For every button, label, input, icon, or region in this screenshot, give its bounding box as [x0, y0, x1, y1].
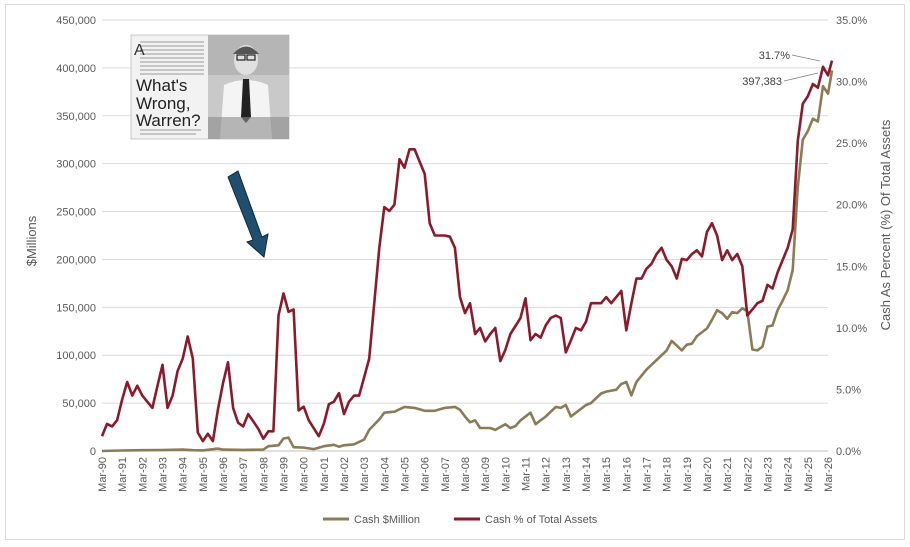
x-tick-label: Mar-21	[722, 457, 734, 492]
x-tick-label: Mar-14	[581, 457, 593, 492]
x-tick-label: Mar-99	[279, 457, 291, 492]
y2-tick-label: 30.0%	[836, 77, 867, 89]
x-tick-label: Mar-19	[682, 457, 694, 492]
annotation-cash: 397,383	[742, 72, 819, 88]
arrow-icon	[227, 170, 269, 258]
inset-magazine-image: A What's Wrong, Warren?	[130, 34, 290, 140]
y-tick-label: 50,000	[62, 398, 96, 410]
series-group	[100, 60, 834, 453]
series-line-cash	[101, 70, 834, 453]
chart-svg: 0 50,000 100,000 150,000 200,000 250,000 300,0…	[24, 15, 893, 526]
x-tick-label: Mar-15	[601, 457, 613, 492]
y-tick-label: 250,000	[56, 207, 96, 219]
y2-tick-label: 25.0%	[836, 138, 867, 150]
x-tick-label: Mar-07	[440, 457, 452, 492]
x-tick-label: Mar-16	[621, 457, 633, 492]
y2-tick-label: 20.0%	[836, 200, 867, 212]
series-line-pct	[100, 60, 834, 443]
y-tick-label: 150,000	[56, 302, 96, 314]
x-tick-label: Mar-05	[400, 457, 412, 492]
x-tick-label: Mar-91	[117, 457, 129, 492]
x-tick-label: Mar-18	[662, 457, 674, 492]
y2-tick-label: 5.0%	[836, 384, 861, 396]
x-tick-label: Mar-94	[178, 457, 190, 492]
y-tick-label: 350,000	[56, 111, 96, 123]
x-tick-label: Mar-12	[541, 457, 553, 492]
x-axis: Mar-90 Mar-91 Mar-92 Mar-93 Mar-94 Mar-95 Mar-…	[97, 457, 835, 492]
x-tick-label: Mar-00	[299, 457, 311, 492]
x-tick-label: Mar-22	[742, 457, 754, 492]
magazine-headline: What's Wrong, Warren?	[136, 76, 201, 130]
y-tick-label: 100,000	[56, 350, 96, 362]
magazine-text-lines	[140, 41, 204, 135]
x-tick-label: Mar-17	[642, 457, 654, 492]
y-axis-title: $Millions	[24, 215, 39, 266]
y-tick-label: 200,000	[56, 254, 96, 266]
y2-tick-label: 0.0%	[836, 446, 861, 458]
y-tick-label: 450,000	[56, 15, 96, 27]
portrait-photo	[208, 35, 289, 139]
x-tick-label: Mar-24	[783, 457, 795, 492]
x-tick-label: Mar-10	[500, 457, 512, 492]
x-tick-label: Mar-08	[460, 457, 472, 492]
chart-frame: 0 50,000 100,000 150,000 200,000 250,000 300,0…	[5, 4, 905, 540]
annotation-pct: 31.7%	[759, 50, 821, 62]
legend: Cash $Million Cash % of Total Assets	[323, 514, 598, 526]
x-tick-label: Mar-20	[702, 457, 714, 492]
y2-tick-label: 35.0%	[836, 15, 867, 27]
x-tick-label: Mar-03	[359, 457, 371, 492]
x-tick-label: Mar-93	[158, 457, 170, 492]
y-axis-left: 0 50,000 100,000 150,000 200,000 250,000 300,0…	[56, 15, 96, 458]
x-tick-label: Mar-90	[97, 457, 109, 492]
legend-label-cash: Cash $Million	[354, 514, 420, 526]
y-axis-right: 0.0% 5.0% 10.0% 15.0% 20.0% 25.0% 30.0% 35.0%	[836, 15, 867, 458]
x-tick-label: Mar-01	[319, 457, 331, 492]
y2-tick-label: 15.0%	[836, 261, 867, 273]
legend-label-pct: Cash % of Total Assets	[485, 514, 598, 526]
y2-tick-label: 10.0%	[836, 323, 867, 335]
magazine-drop-cap: A	[134, 42, 145, 59]
x-tick-label: Mar-04	[379, 457, 391, 492]
x-tick-label: Mar-97	[238, 457, 250, 492]
svg-text:397,383: 397,383	[742, 76, 782, 88]
x-tick-label: Mar-09	[480, 457, 492, 492]
x-tick-label: Mar-23	[763, 457, 775, 492]
y-tick-label: 400,000	[56, 63, 96, 75]
x-tick-label: Mar-02	[339, 457, 351, 492]
x-tick-label: Mar-13	[561, 457, 573, 492]
x-tick-label: Mar-96	[218, 457, 230, 492]
x-tick-label: Mar-11	[521, 457, 533, 491]
x-tick-label: Mar-92	[137, 457, 149, 492]
svg-text:31.7%: 31.7%	[759, 50, 790, 62]
x-tick-label: Mar-06	[420, 457, 432, 492]
y-tick-label: 0	[90, 446, 96, 458]
x-tick-label: Mar-26	[823, 457, 835, 492]
y-tick-label: 300,000	[56, 159, 96, 171]
y2-axis-title: Cash As Percent (%) Of Total Assets	[878, 119, 893, 330]
x-tick-label: Mar-25	[803, 457, 815, 492]
x-tick-label: Mar-98	[258, 457, 270, 492]
x-tick-label: Mar-95	[198, 457, 210, 492]
